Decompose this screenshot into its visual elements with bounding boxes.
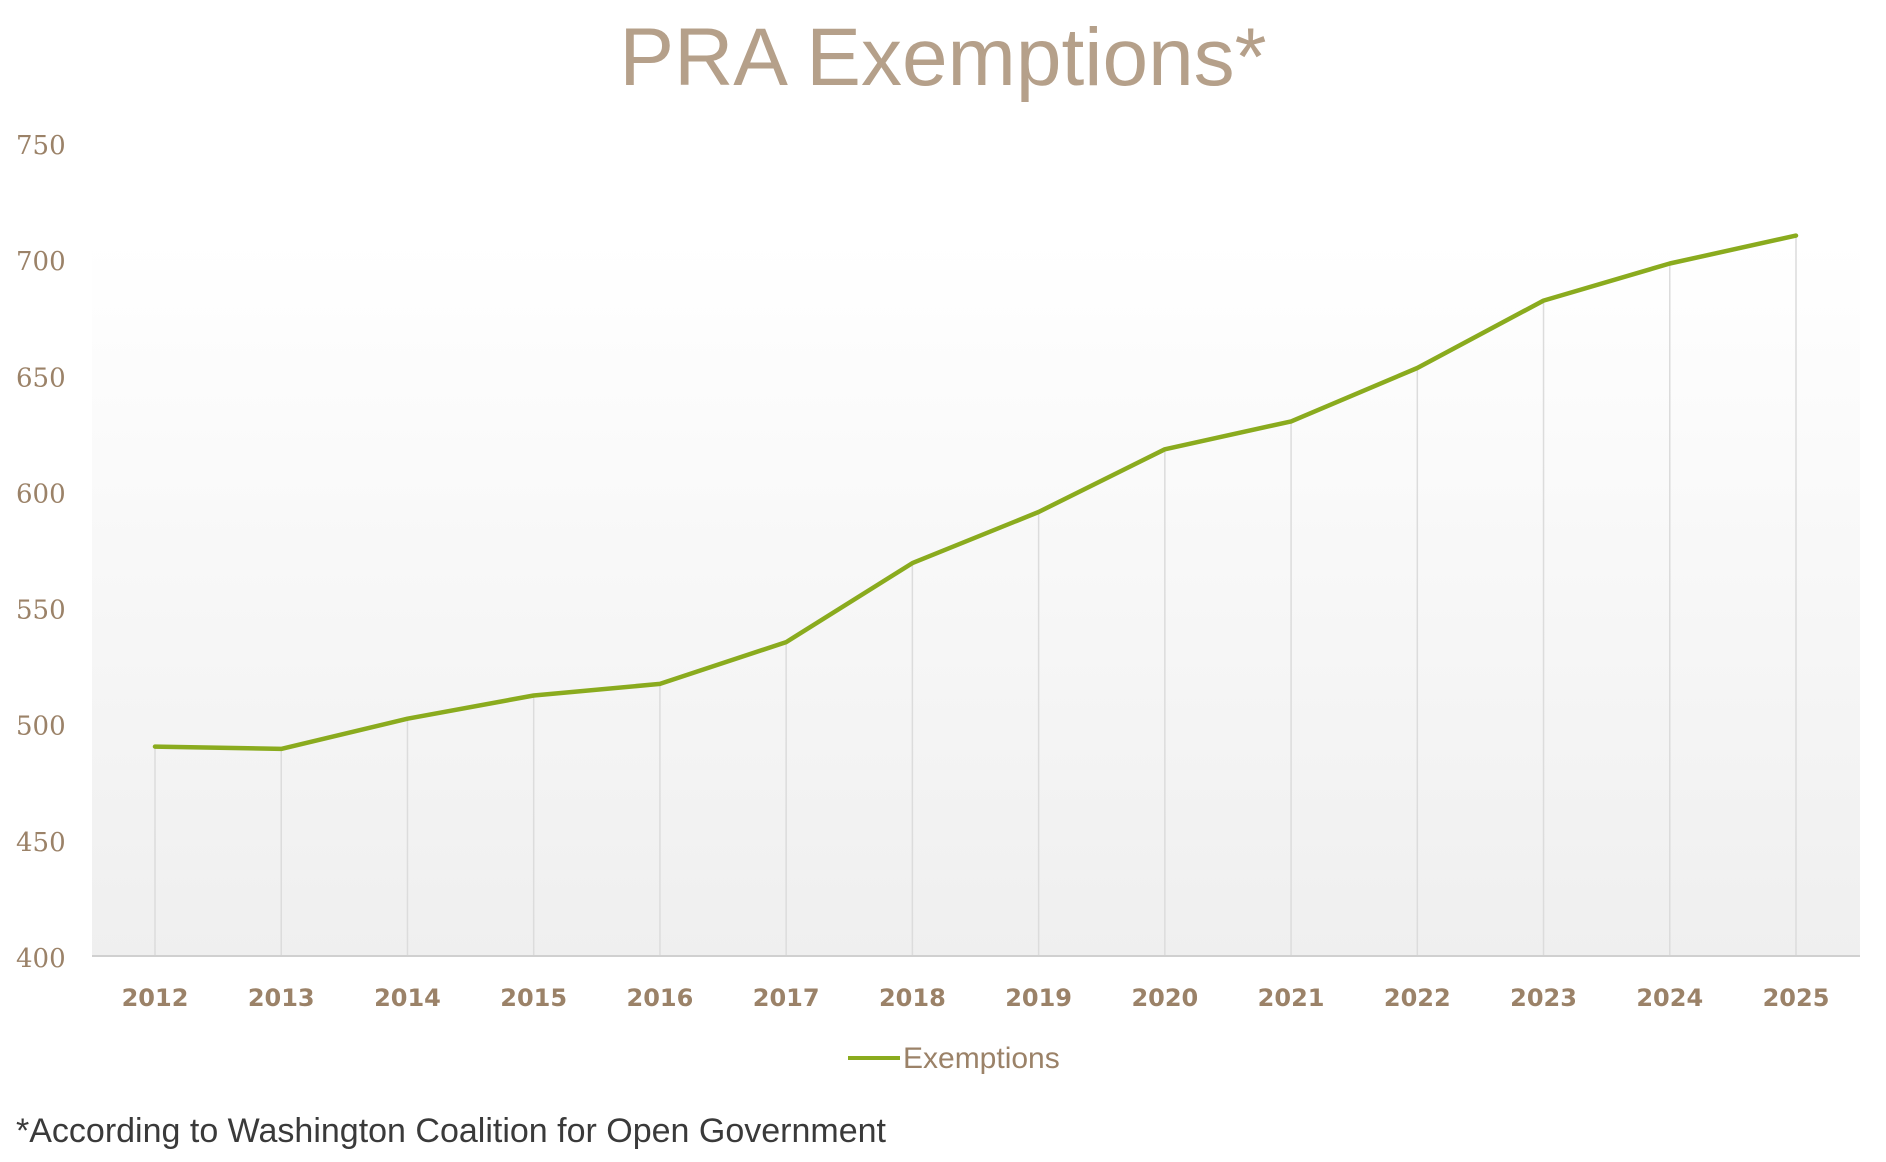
x-tick-label: 2016: [627, 984, 694, 1012]
footnote: *According to Washington Coalition for O…: [16, 1112, 887, 1150]
y-axis: 400 450 500 550 600 650 700 750: [16, 131, 66, 974]
x-tick-label: 2015: [500, 984, 567, 1012]
x-axis: 2012 2013 2014 2015 2016 2017 2018 2019 2020 2021…: [122, 984, 1830, 1012]
y-tick-label: 400: [16, 944, 66, 974]
plot-area: [92, 240, 1860, 956]
x-tick-label: 2017: [753, 984, 820, 1012]
x-tick-label: 2022: [1384, 984, 1451, 1012]
gridlines: [154, 235, 1797, 956]
y-tick-label: 450: [16, 828, 66, 858]
y-tick-label: 650: [16, 363, 66, 393]
chart-title: PRA Exemptions*: [619, 12, 1266, 103]
x-tick-label: 2023: [1510, 984, 1577, 1012]
x-tick-label: 2019: [1005, 984, 1072, 1012]
series-line-exemptions: [152, 233, 1799, 752]
x-tick-label: 2014: [374, 984, 441, 1012]
x-tick-label: 2013: [248, 984, 315, 1012]
x-tick-label: 2018: [879, 984, 946, 1012]
y-tick-label: 750: [16, 131, 66, 161]
x-tick-label: 2020: [1131, 984, 1198, 1012]
legend: Exemptions: [848, 1042, 1060, 1075]
y-tick-label: 500: [16, 712, 66, 742]
series-group: [152, 233, 1799, 752]
y-tick-label: 700: [16, 247, 66, 277]
x-tick-label: 2025: [1763, 984, 1830, 1012]
x-tick-label: 2024: [1636, 984, 1703, 1012]
y-tick-label: 550: [16, 596, 66, 626]
y-tick-label: 600: [16, 479, 66, 509]
x-tick-label: 2021: [1258, 984, 1325, 1012]
legend-label-exemptions: Exemptions: [903, 1042, 1060, 1075]
x-tick-label: 2012: [122, 984, 189, 1012]
